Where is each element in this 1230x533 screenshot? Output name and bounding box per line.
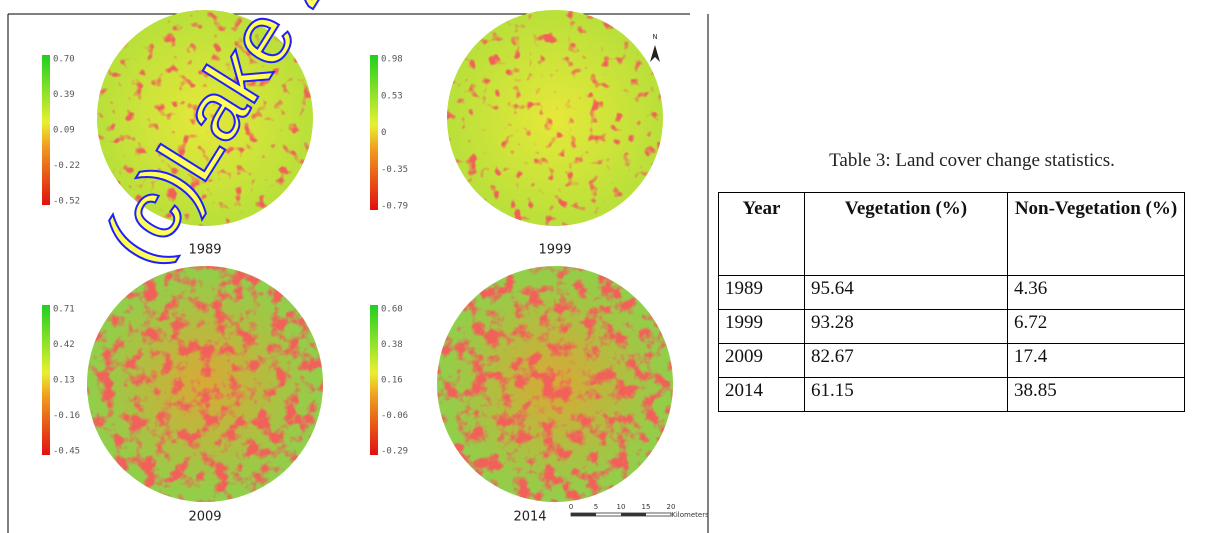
legend-label: -0.45 (53, 447, 80, 457)
map-year: 2014 (513, 510, 546, 525)
map-texture (447, 10, 663, 226)
table-cell: 2014 (718, 377, 805, 412)
legend-label: 0.16 (381, 376, 403, 386)
table-cell: 82.67 (804, 343, 1008, 378)
scale-tick-label: 0 (569, 503, 573, 511)
legend-label: -0.29 (381, 447, 408, 457)
legend-label: 0.60 (381, 305, 403, 315)
legend-label: 0.39 (53, 90, 75, 100)
legend-label: 0.98 (381, 55, 403, 65)
table-cell: 38.85 (1007, 377, 1185, 412)
table-caption: Table 3: Land cover change statistics. (829, 150, 1115, 171)
scale-tick-label: 10 (617, 503, 626, 511)
compass-arrow (650, 45, 660, 62)
table-cell: 4.36 (1007, 275, 1185, 310)
table-cell: 61.15 (804, 377, 1008, 412)
table-row: 1999 93.28 6.72 (718, 309, 1185, 344)
legend-bar (42, 55, 50, 205)
scale-unit: Kilometers (671, 511, 709, 519)
legend-bar (370, 55, 378, 210)
scale-tick-label: 5 (594, 503, 598, 511)
scale-tick-label: 20 (667, 503, 676, 511)
map-texture (97, 10, 313, 226)
legend-bar (370, 305, 378, 455)
header-cell: Vegetation (%) (804, 192, 1008, 276)
map-texture (87, 266, 323, 502)
compass-label: N (652, 33, 657, 41)
map-year: 1989 (188, 243, 221, 258)
table-cell: 1989 (718, 275, 805, 310)
legend-label: 0.38 (381, 340, 403, 350)
legend-label: -0.35 (381, 165, 408, 175)
table-cell: 2009 (718, 343, 805, 378)
legend-label: 0.42 (53, 340, 75, 350)
scale-tick-label: 15 (642, 503, 651, 511)
table-cell: 93.28 (804, 309, 1008, 344)
map-texture (437, 266, 673, 502)
legend-label: 0.09 (53, 126, 75, 136)
header-row: Year Vegetation (%) Non-Vegetation (%) (718, 192, 1185, 276)
table-cell: 6.72 (1007, 309, 1185, 344)
legend-label: 0.71 (53, 305, 75, 315)
table-cell: 17.4 (1007, 343, 1185, 378)
legend-label: -0.16 (53, 411, 80, 421)
legend-label: 0.53 (381, 91, 403, 101)
legend-bar (42, 305, 50, 455)
table: Year Vegetation (%) Non-Vegetation (%) 198… (718, 192, 1185, 412)
table-body: 1989 95.64 4.36 1999 93.28 6.72 2009 82.67 17.4 2… (718, 275, 1185, 412)
table-row: 2009 82.67 17.4 (718, 343, 1185, 378)
map-year: 2009 (188, 510, 221, 525)
table-cell: 1999 (718, 309, 805, 344)
header-cell: Year (718, 192, 805, 276)
maps: 0.70 0.39 0.09 -0.22 -0.52 1989 0.98 0.53 0 -0.35… (42, 10, 673, 525)
legend-label: -0.52 (53, 197, 80, 207)
table-row: 1989 95.64 4.36 (718, 275, 1185, 310)
legend-label: 0.70 (53, 55, 75, 65)
map-year: 1999 (538, 243, 571, 258)
table-row: 2014 61.15 38.85 (718, 377, 1185, 412)
legend-label: -0.06 (381, 411, 408, 421)
table-cell: 95.64 (804, 275, 1008, 310)
legend-label: 0 (381, 128, 386, 138)
legend-label: 0.13 (53, 376, 75, 386)
figure: 0.70 0.39 0.09 -0.22 -0.52 1989 0.98 0.53 0 -0.35… (7, 0, 709, 533)
legend-label: -0.22 (53, 161, 80, 171)
legend-label: -0.79 (381, 202, 408, 212)
header-cell: Non-Vegetation (%) (1007, 192, 1185, 276)
